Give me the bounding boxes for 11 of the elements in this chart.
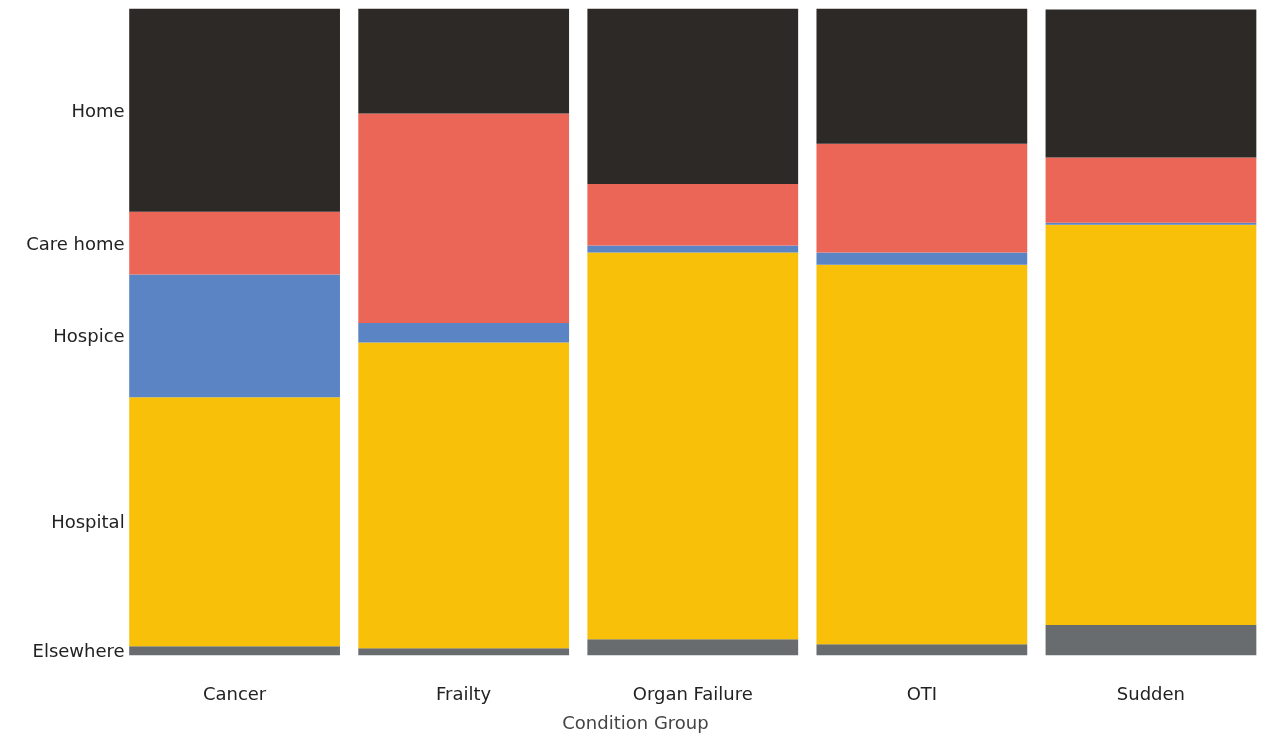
x-tick-label: Sudden [1116,682,1186,704]
x-tick-label: Frailty [436,682,492,704]
series-label: Care home [26,232,125,254]
series-label: Hospital [51,511,125,533]
x-tick-label: Cancer [202,682,267,704]
series-label: Elsewhere [32,640,125,662]
x-tick-label: Organ Failure [632,682,753,704]
x-axis-title: Condition Group [562,711,709,733]
series-label: Home [71,99,125,121]
series-label: Hospice [53,325,125,347]
x-tick-label: OTI [906,682,938,704]
